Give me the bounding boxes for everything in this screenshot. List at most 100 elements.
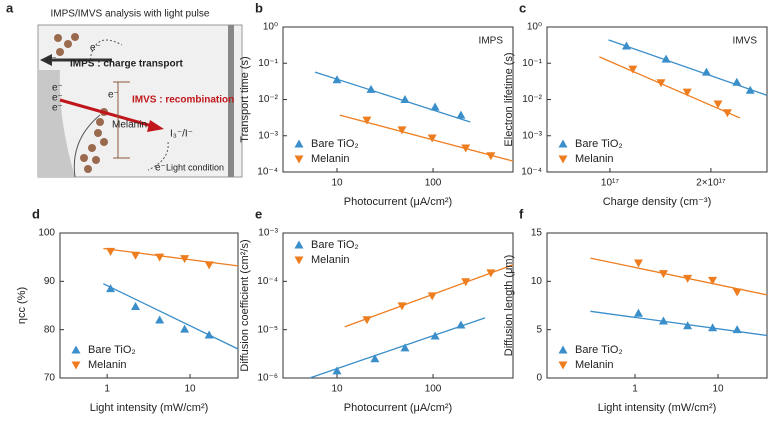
data-point [461, 278, 471, 287]
plot-frame [282, 26, 514, 173]
y-tick-label: 10⁻² [258, 94, 278, 105]
data-point [486, 269, 496, 278]
data-point [427, 292, 437, 301]
y-tick-label: 10⁰ [527, 22, 542, 33]
dash-arrow [89, 39, 123, 61]
data-point [621, 41, 631, 50]
y-tick-label: 15 [531, 228, 543, 239]
y-tick-label: 0 [536, 373, 542, 384]
legend-label: Bare TiO₂ [311, 239, 359, 251]
x-axis-label: Photocurrent (μA/cm²) [344, 402, 452, 414]
data-point [180, 255, 190, 264]
arrow-head [147, 120, 164, 132]
data-point [683, 321, 693, 330]
plot-frame [282, 232, 514, 379]
data-point [713, 100, 723, 109]
panel-label: e [255, 206, 262, 221]
redox-label: I₃⁻/I⁻ [170, 129, 193, 140]
data-point [732, 77, 742, 86]
data-point [708, 323, 718, 332]
levels [113, 81, 130, 159]
y-tick-label: 10⁻⁴ [257, 276, 278, 287]
electron: e⁻ [108, 90, 119, 101]
data-point [456, 110, 466, 119]
data-point [180, 324, 190, 333]
legend-label: Melanin [575, 153, 614, 165]
data-point [633, 308, 643, 317]
legend-marker [294, 240, 304, 249]
y-tick-label: 10⁰ [263, 22, 278, 33]
legend-marker [294, 256, 304, 265]
y-axis-label: Transport time (s) [239, 56, 251, 142]
legend-label: Bare TiO₂ [88, 344, 136, 356]
x-tick-label: 10¹⁷ [601, 178, 619, 189]
data-point [430, 331, 440, 340]
y-tick-label: 90 [44, 276, 56, 287]
y-tick-label: 10⁻³ [258, 228, 278, 239]
legend-label: Melanin [575, 359, 614, 371]
fit-line [103, 283, 239, 350]
data-point [155, 315, 165, 324]
electron: e⁻ [155, 163, 166, 174]
data-point [628, 65, 638, 74]
data-point [732, 325, 742, 334]
electron: e⁻ [52, 103, 63, 114]
legend-marker [558, 345, 568, 354]
panel-label: d [32, 206, 40, 221]
data-point [370, 354, 380, 363]
panel-label: a [6, 0, 14, 15]
y-tick-label: 5 [536, 324, 542, 335]
x-tick-label: 10 [331, 384, 343, 395]
fit-line [103, 247, 239, 267]
tio2 [38, 70, 75, 177]
x-axis-label: Light intensity (mW/cm²) [90, 402, 209, 414]
y-tick-label: 10⁻¹ [522, 58, 542, 69]
y-tick-label: 10 [531, 276, 543, 287]
y-tick-label: 70 [44, 373, 56, 384]
data-point [131, 251, 141, 260]
plot-frame [546, 232, 768, 379]
x-axis-label: Photocurrent (μA/cm²) [344, 196, 452, 208]
legend-label: Melanin [88, 359, 127, 371]
y-tick-label: 10⁻¹ [258, 58, 278, 69]
data-point [397, 302, 407, 311]
imvs-label: IMVS : recombination [132, 95, 234, 106]
imps-label: IMPS : charge transport [70, 59, 183, 70]
dash-arrow [147, 141, 169, 171]
melanin-label: Melanin [112, 120, 147, 131]
electrode [228, 25, 234, 177]
fit-line [344, 264, 514, 328]
data-point [682, 88, 692, 97]
y-tick-label: 100 [38, 228, 55, 239]
y-tick-label: 10⁻³ [258, 130, 278, 141]
y-axis-label: ηcc (%) [16, 287, 28, 324]
y-tick-label: 10⁻⁶ [257, 373, 278, 384]
y-axis-label: Electron lifetime (s) [503, 52, 515, 146]
data-point [486, 152, 496, 161]
annotation: IMVS [733, 36, 758, 47]
data-point [204, 261, 214, 270]
y-tick-label: 10⁻⁴ [521, 167, 542, 178]
legend-marker [294, 139, 304, 148]
legend-marker [558, 361, 568, 370]
data-point [633, 259, 643, 268]
legend-marker [558, 139, 568, 148]
interface [73, 114, 101, 178]
data-point [332, 366, 342, 375]
data-point [155, 253, 165, 262]
data-point [366, 84, 376, 93]
panel-label: b [255, 0, 263, 15]
legend-marker [71, 345, 81, 354]
data-point [683, 274, 693, 283]
x-tick-label: 10 [184, 384, 196, 395]
legend-label: Bare TiO₂ [311, 138, 359, 150]
data-point [430, 102, 440, 111]
panel-label: f [519, 206, 524, 221]
fit-line [339, 114, 514, 162]
x-tick-label: 1 [104, 384, 110, 395]
electron: e⁻ [46, 55, 57, 66]
legend-label: Bare TiO₂ [575, 138, 623, 150]
fit-line [608, 39, 768, 96]
